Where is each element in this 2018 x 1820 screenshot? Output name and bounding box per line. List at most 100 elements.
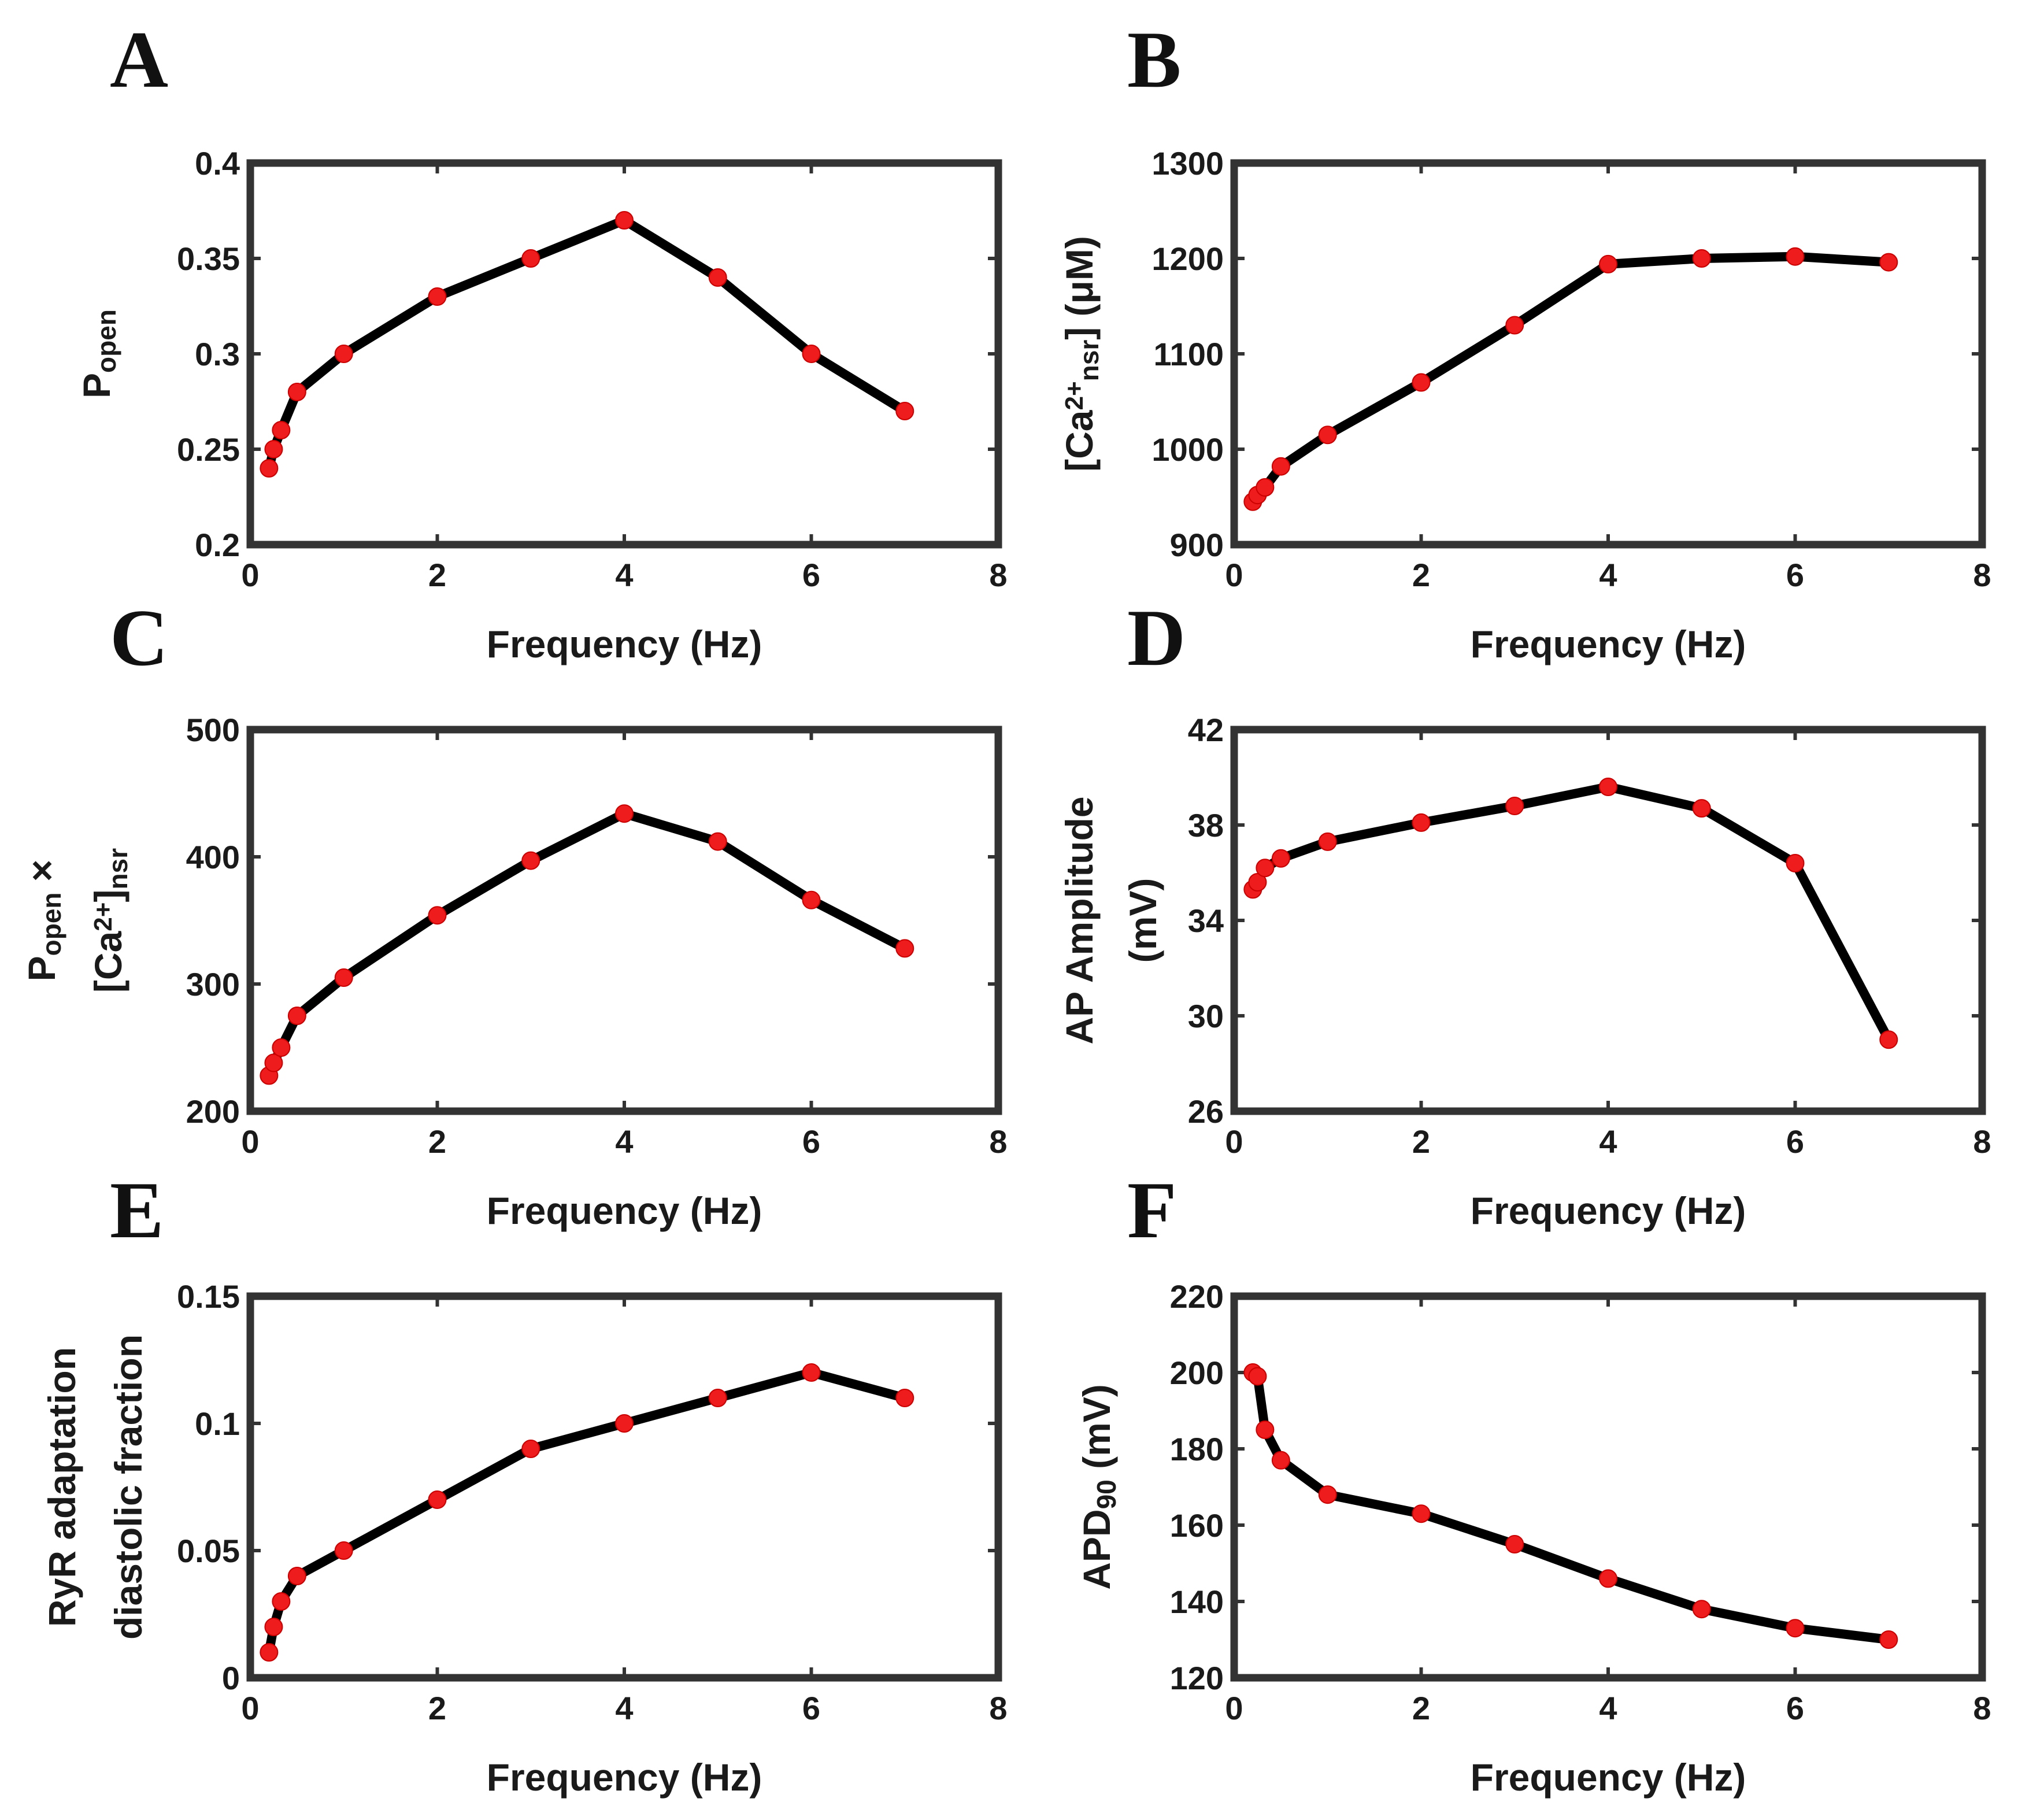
x-tick-label: 8 [989, 1690, 1007, 1726]
data-point [264, 1618, 283, 1636]
data-point [334, 1541, 353, 1560]
chart_data.3.ylabel_lines.1-part: (mV) [1121, 878, 1164, 963]
chart_data.2.ylabel_lines.0-part: open [36, 892, 66, 956]
data-point [521, 1440, 540, 1458]
data-point [1599, 254, 1617, 273]
data-point [521, 851, 540, 870]
x-axis-label: Frequency (Hz) [487, 1189, 762, 1232]
data-point [895, 1389, 914, 1407]
y-tick-label: 300 [186, 966, 240, 1003]
panel-letter: D [1127, 593, 1186, 683]
y-tick-label: 1100 [1154, 336, 1224, 372]
data-point [264, 1053, 283, 1072]
data-point [1505, 316, 1524, 335]
chart_data.2.ylabel_lines.0-part: P [20, 956, 63, 981]
panel-letter: E [110, 1166, 164, 1255]
data-point [1692, 799, 1711, 818]
data-point [334, 968, 353, 987]
y-tick-label: 1300 [1151, 145, 1224, 182]
series-line [264, 809, 910, 1081]
data-point [1505, 797, 1524, 815]
x-tick-label: 8 [989, 1123, 1007, 1160]
panel-c: C 0 2 4 6 8 200 300 400 500 Frequency (Hz) Popen × [… [20, 593, 1008, 1232]
data-point [1271, 457, 1290, 476]
data-point [1271, 1451, 1290, 1470]
panel-letter: A [110, 15, 168, 105]
panel-letter: F [1127, 1166, 1177, 1255]
data-point [428, 906, 447, 925]
y-tick-label: 30 [1188, 998, 1224, 1034]
y-tick-label: 400 [186, 839, 240, 875]
series-line [1248, 251, 1894, 506]
y-tick-label: 0.1 [195, 1405, 240, 1442]
data-point [1786, 1619, 1805, 1638]
x-axis-label: Frequency (Hz) [1471, 623, 1746, 665]
x-tick-label: 2 [1412, 557, 1430, 593]
x-tick-label: 4 [1599, 1123, 1617, 1160]
panel-letter: C [110, 593, 168, 683]
data-point [1599, 1569, 1617, 1588]
y-axis-label: Popen [75, 309, 121, 398]
data-point [1412, 1504, 1431, 1523]
y-tick-label: 0.15 [177, 1278, 240, 1315]
data-point [708, 832, 727, 851]
x-tick-label: 2 [1412, 1123, 1430, 1160]
y-tick-label: 1200 [1151, 241, 1224, 277]
chart_data.2.ylabel_lines.0-part: × [20, 860, 63, 893]
x-tick-label: 0 [241, 1690, 259, 1726]
chart_data.4.ylabel_lines.0-part: RyR adaptation [40, 1347, 83, 1627]
axes-frame [1230, 1292, 1986, 1682]
x-tick-label: 0 [1225, 1123, 1243, 1160]
y-tick-label: 0.35 [177, 241, 240, 277]
data-point [521, 249, 540, 268]
data-point [895, 939, 914, 958]
x-tick-label: 8 [1973, 1690, 1991, 1726]
panel-e: E 0 2 4 6 8 0 0.05 0.1 0.15 Frequency (Hz) RyR adap… [40, 1166, 1008, 1799]
data-point [1271, 849, 1290, 868]
x-tick-label: 2 [428, 1690, 446, 1726]
y-axis-label-line: RyR adaptation [40, 1347, 83, 1627]
panel-a: A 0 2 4 6 8 0.2 0.25 0.3 0.35 0.4 Frequency (Hz) Pop… [75, 15, 1008, 665]
x-tick-label: 8 [1973, 1123, 1991, 1160]
chart_data.1.ylabel_parts-part: ] (μM) [1058, 236, 1101, 340]
data-point [615, 211, 634, 230]
x-tick-label: 2 [428, 1123, 446, 1160]
data-point [428, 287, 447, 306]
y-tick-label: 120 [1170, 1660, 1224, 1696]
y-axis-label-line: diastolic fraction [107, 1334, 150, 1640]
y-axis-label-line: Popen × [20, 860, 66, 982]
data-point [1879, 1030, 1898, 1049]
x-tick-label: 0 [241, 1123, 259, 1160]
data-point [264, 440, 283, 458]
axes-frame [1230, 159, 1986, 549]
x-tick-label: 2 [428, 557, 446, 593]
data-point [334, 345, 353, 363]
x-tick-label: 6 [1786, 557, 1804, 593]
x-tick-label: 4 [615, 1690, 633, 1726]
chart_data.1.ylabel_parts-part: 2+ [1060, 381, 1088, 410]
axes-frame [1230, 726, 1986, 1115]
y-axis-label-line: (mV) [1121, 878, 1164, 963]
data-point [1256, 859, 1275, 878]
y-tick-label: 0.05 [177, 1533, 240, 1569]
data-point [272, 1592, 291, 1611]
data-point [802, 890, 821, 909]
y-tick-label: 38 [1188, 807, 1224, 844]
chart_data.0.ylabel_parts-part: open [91, 309, 121, 373]
chart_data.4.ylabel_lines.1-part: diastolic fraction [107, 1334, 150, 1640]
chart_data.2.ylabel_lines.1-part: nsr [103, 848, 133, 890]
series-line [1248, 782, 1894, 1045]
chart_data.5.ylabel_parts-part: (mV) [1075, 1384, 1118, 1479]
x-axis-label: Frequency (Hz) [1471, 1756, 1746, 1799]
y-tick-label: 900 [1170, 527, 1224, 563]
y-tick-label: 180 [1170, 1431, 1224, 1467]
data-point [1318, 1485, 1337, 1504]
y-axis-label: [Ca2+nsr] (μM) [1058, 236, 1104, 472]
x-tick-label: 0 [1225, 1690, 1243, 1726]
data-point [287, 1007, 306, 1025]
chart_data.2.ylabel_lines.1-part: ] [87, 890, 129, 902]
chart_data.2.ylabel_lines.1-part: 2+ [89, 902, 117, 931]
data-point [1248, 873, 1267, 891]
